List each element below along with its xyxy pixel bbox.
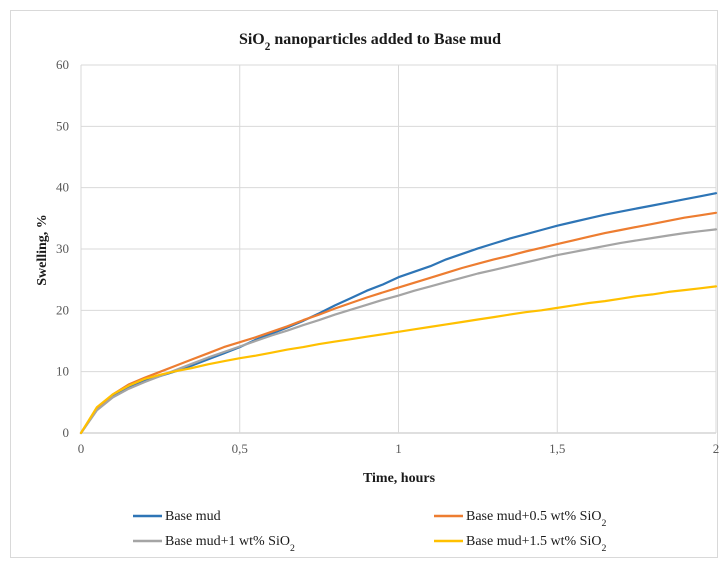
x-tick-label: 2 [713,441,720,456]
x-tick-label: 1,5 [549,441,565,456]
series-line-4 [79,285,718,435]
series-line-1 [79,192,718,435]
legend-label-4: Base mud+1.5 wt% SiO2 [466,534,606,554]
x-tick-label: 1 [395,441,402,456]
axes: 0 10 20 30 40 50 60 0 0,5 1 1,5 2 [56,57,719,456]
y-tick-label: 50 [56,118,69,133]
y-tick-label: 20 [56,302,69,317]
legend-label-3: Base mud+1 wt% SiO2 [165,534,295,554]
y-axis-title: Swelling, % [35,214,50,286]
series-lines [79,192,718,435]
y-tick-label: 30 [56,241,69,256]
chart-frame [10,10,718,558]
legend-label-2: Base mud+0.5 wt% SiO2 [466,509,606,529]
gridlines [80,64,717,434]
x-tick-label: 0 [78,441,85,456]
y-tick-label: 40 [56,180,69,195]
legend: Base mud Base mud+0.5 wt% SiO2 Base mud+1 … [133,509,606,554]
x-axis-title: Time, hours [363,471,436,486]
y-tick-label: 10 [56,364,69,379]
x-tick-label: 0,5 [232,441,248,456]
legend-label-1: Base mud [165,509,221,524]
series-line-3 [79,228,718,435]
y-tick-label: 0 [63,425,70,440]
chart-title: SiO2 nanoparticles added to Base mud [239,31,501,53]
y-tick-label: 60 [56,57,69,72]
series-line-2 [79,211,718,435]
